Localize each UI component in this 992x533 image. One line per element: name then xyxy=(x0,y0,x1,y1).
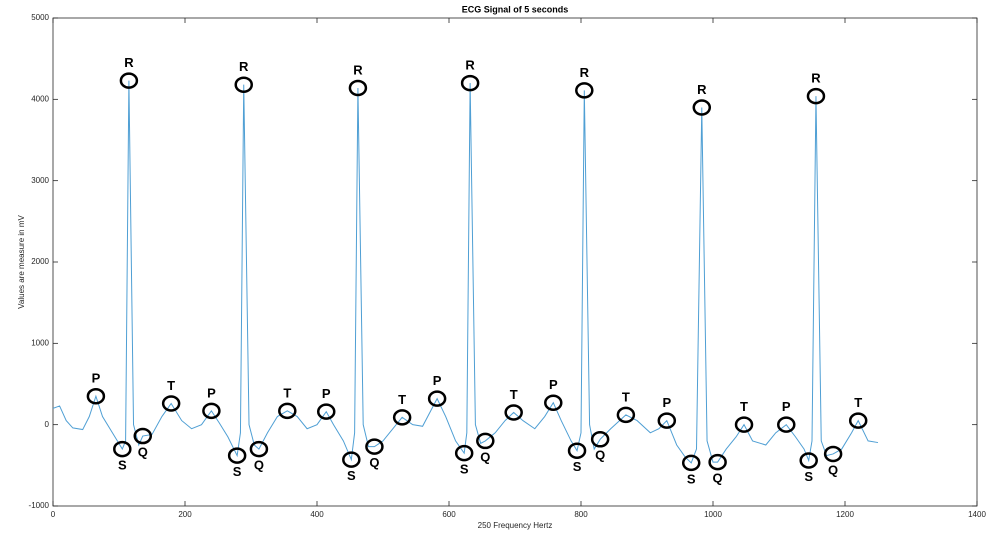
annotation-ring xyxy=(86,387,106,405)
y-tick-label: 2000 xyxy=(31,257,49,266)
annotation-ring xyxy=(316,403,336,420)
annotation-label: S xyxy=(804,469,813,484)
annotation-ring xyxy=(476,432,495,450)
annotation-ring xyxy=(657,412,677,429)
x-tick-label: 400 xyxy=(310,510,324,519)
annotation-ring xyxy=(161,395,181,412)
annotation-label: Q xyxy=(595,448,605,463)
annotation-label: R xyxy=(353,62,363,77)
annotation-ring xyxy=(113,440,132,458)
annotation-label: T xyxy=(622,389,630,404)
annotation-label: P xyxy=(322,386,331,401)
x-axis-label: 250 Frequency Hertz xyxy=(478,521,553,530)
annotation-label: Q xyxy=(480,449,490,464)
x-tick-label: 0 xyxy=(51,510,56,519)
annotation-ring xyxy=(681,454,701,472)
annotation-label: S xyxy=(233,464,242,479)
annotation-label: S xyxy=(573,459,582,474)
annotation-ring xyxy=(348,79,368,97)
chart-title: ECG Signal of 5 seconds xyxy=(462,4,569,14)
annotation-label: R xyxy=(697,82,707,97)
x-tick-label: 1000 xyxy=(704,510,722,519)
annotation-label: P xyxy=(433,373,442,388)
annotation-ring xyxy=(575,82,594,99)
annotation-label: R xyxy=(811,71,821,86)
annotation-label: Q xyxy=(828,462,838,477)
annotation-ring xyxy=(392,409,412,426)
annotation-ring xyxy=(427,390,447,407)
annotation-label: S xyxy=(687,471,696,486)
annotation-label: T xyxy=(740,399,748,414)
annotation-label: T xyxy=(398,392,406,407)
annotation-label: T xyxy=(854,395,862,410)
plot-area xyxy=(52,17,978,507)
annotation-ring xyxy=(799,452,818,469)
x-tick-label: 600 xyxy=(442,510,456,519)
y-axis-label: Values are measure in mV xyxy=(17,215,26,309)
y-tick-label: 0 xyxy=(45,420,50,429)
y-tick-label: -1000 xyxy=(29,501,50,510)
annotation-ring xyxy=(692,99,712,116)
y-tick-label: 1000 xyxy=(31,338,49,347)
annotation-label: T xyxy=(283,385,291,400)
annotation-ring xyxy=(119,72,139,89)
x-tick-label: 800 xyxy=(574,510,588,519)
y-tick-label: 4000 xyxy=(31,94,49,103)
annotation-label: P xyxy=(549,377,558,392)
annotation-ring xyxy=(823,445,843,463)
annotation-ring xyxy=(234,76,253,93)
x-tick-label: 1400 xyxy=(968,510,986,519)
x-tick-label: 200 xyxy=(178,510,192,519)
annotation-label: Q xyxy=(713,471,723,486)
annotation-ring xyxy=(590,431,610,448)
x-tick-label: 1200 xyxy=(836,510,854,519)
annotation-label: Q xyxy=(369,455,379,470)
annotation-ring xyxy=(777,416,796,433)
annotation-label: Q xyxy=(254,458,264,473)
annotation-label: R xyxy=(465,58,475,73)
annotation-label: R xyxy=(124,55,134,70)
annotation-label: P xyxy=(207,385,216,400)
annotation-ring xyxy=(806,87,826,105)
annotation-ring xyxy=(365,438,384,455)
y-tick-label: 3000 xyxy=(31,176,49,185)
annotation-ring xyxy=(504,404,523,421)
annotation-ring xyxy=(227,447,247,464)
annotation-label: P xyxy=(92,371,101,386)
annotation-ring xyxy=(460,74,480,92)
annotation-label: T xyxy=(167,378,175,393)
annotation-ring xyxy=(249,440,269,458)
annotation-ring xyxy=(544,394,563,411)
annotation-label: P xyxy=(782,399,791,414)
annotation-ring xyxy=(734,416,754,433)
annotation-ring xyxy=(202,402,221,420)
annotation-ring xyxy=(848,412,868,429)
annotation-ring xyxy=(708,453,727,471)
annotation-label: Q xyxy=(138,444,148,459)
annotation-label: S xyxy=(347,468,356,483)
annotation-ring xyxy=(278,402,297,420)
ecg-line xyxy=(52,80,879,464)
annotation-label: S xyxy=(460,462,469,477)
annotation-label: R xyxy=(580,65,590,80)
annotation-label: S xyxy=(118,458,127,473)
annotation-ring xyxy=(133,427,153,445)
y-tick-label: 5000 xyxy=(31,13,49,22)
annotation-label: P xyxy=(662,395,671,410)
annotation-ring xyxy=(454,444,474,462)
annotation-ring xyxy=(616,406,636,424)
annotation-ring xyxy=(567,442,587,459)
annotation-label: T xyxy=(510,387,518,402)
annotation-label: R xyxy=(239,59,249,74)
annotation-ring xyxy=(342,451,361,468)
